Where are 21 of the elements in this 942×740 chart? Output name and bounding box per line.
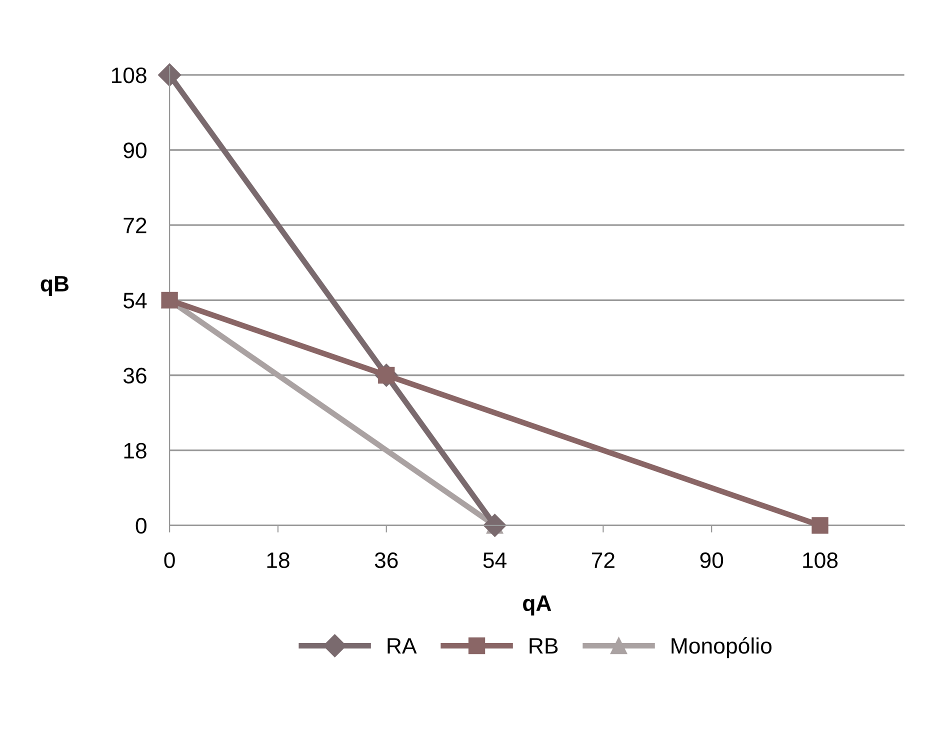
legend-label: Monopólio (672, 637, 772, 658)
x-tick-label: 18 (267, 552, 290, 568)
y-tick-label: 108 (112, 67, 146, 84)
y-tick-label: 54 (124, 292, 147, 308)
y-tick-label: 18 (124, 442, 146, 459)
y-tick-label: 0 (136, 518, 146, 534)
x-tick-label: 72 (592, 552, 614, 568)
x-tick-label: 90 (700, 552, 724, 568)
x-tick-label: 0 (164, 552, 175, 568)
y-tick-label: 90 (124, 142, 146, 158)
legend-label: RA (388, 638, 417, 654)
y-tick-label: 72 (124, 218, 146, 234)
x-tick-label: 108 (803, 552, 838, 568)
y-tick-label: 36 (123, 368, 146, 384)
y-axis-title: qB (40, 276, 69, 296)
x-tick-label: 36 (374, 552, 398, 568)
point (158, 63, 182, 86)
legend-label: RB (530, 638, 558, 654)
x-tick-label: 54 (483, 552, 506, 568)
x-axis-title: qA (523, 596, 552, 616)
point (812, 517, 828, 534)
